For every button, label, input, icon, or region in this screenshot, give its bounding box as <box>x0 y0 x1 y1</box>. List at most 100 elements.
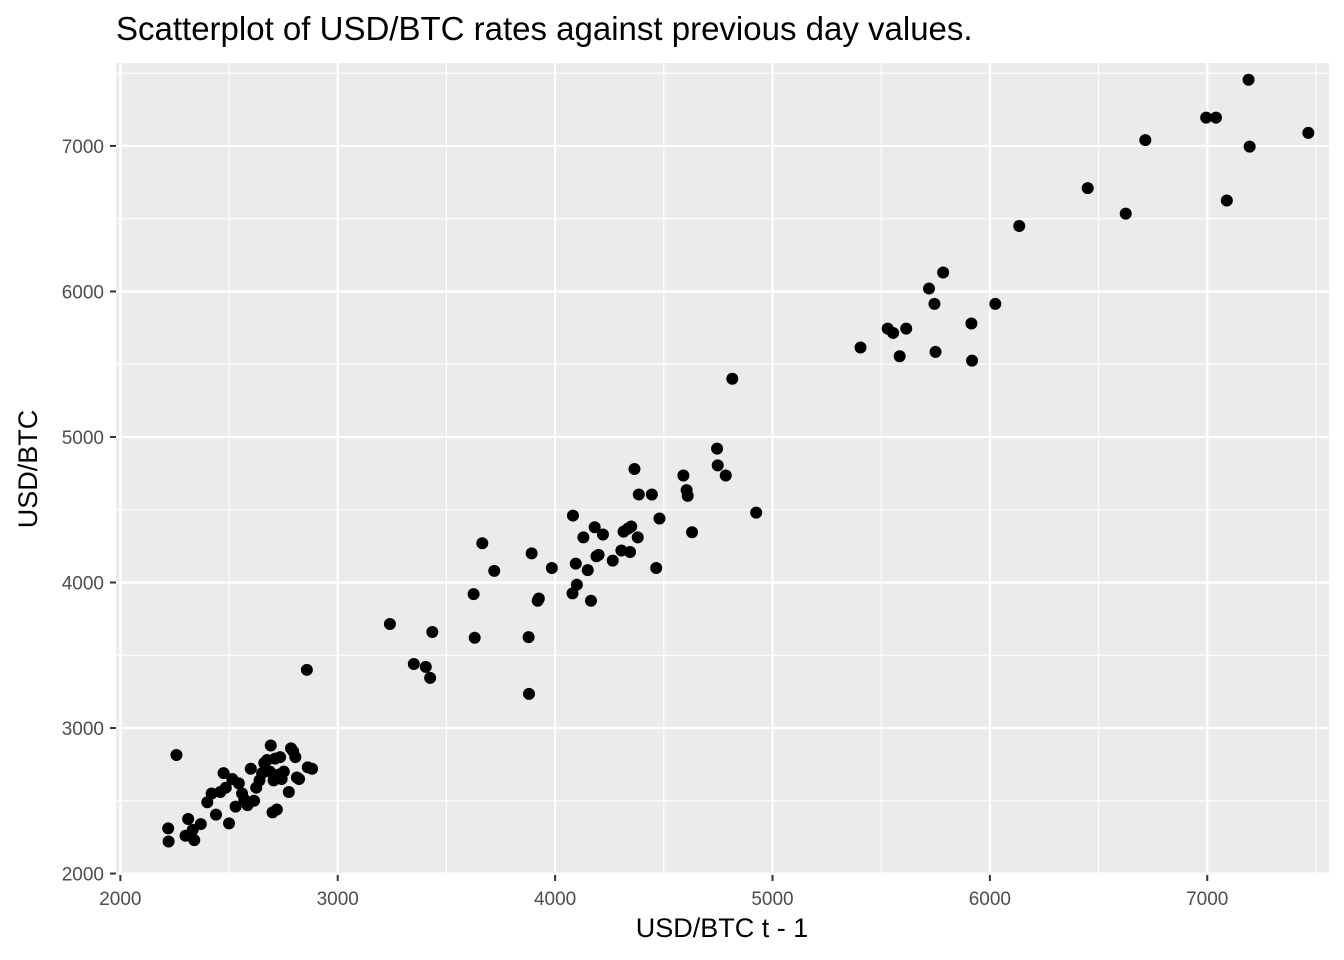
data-point <box>900 322 913 335</box>
data-point <box>624 545 637 558</box>
y-tick-label: 6000 <box>62 282 104 303</box>
data-point <box>854 341 867 354</box>
data-point <box>584 594 597 607</box>
data-point <box>223 817 236 830</box>
data-point <box>182 812 195 825</box>
data-point <box>274 751 287 764</box>
data-point <box>424 671 437 684</box>
data-point <box>1119 207 1132 220</box>
data-point <box>282 786 295 799</box>
data-point <box>719 469 732 482</box>
data-point <box>232 777 245 790</box>
data-point <box>937 266 950 279</box>
data-point <box>383 617 396 630</box>
data-point <box>650 561 663 574</box>
data-point <box>606 554 619 567</box>
data-point <box>711 459 724 472</box>
data-point <box>419 660 432 673</box>
data-point <box>188 834 201 847</box>
data-point <box>1243 140 1256 153</box>
data-point <box>467 588 480 601</box>
data-point <box>300 663 313 676</box>
data-point <box>248 794 261 807</box>
data-point <box>532 592 545 605</box>
data-point <box>681 489 694 502</box>
major-gridlines <box>116 63 1329 875</box>
data-point <box>632 488 645 501</box>
data-point <box>229 800 242 813</box>
data-point <box>966 354 979 367</box>
x-tick-label: 7000 <box>1186 889 1228 910</box>
data-point <box>929 345 942 358</box>
data-point <box>1013 219 1026 232</box>
data-point <box>989 297 1002 310</box>
data-point <box>426 625 439 638</box>
data-point <box>488 564 501 577</box>
data-point <box>569 557 582 570</box>
x-tick-label: 5000 <box>751 889 793 910</box>
x-tick-label: 6000 <box>969 889 1011 910</box>
data-point <box>628 463 641 475</box>
data-point <box>194 818 207 831</box>
data-point <box>545 561 558 574</box>
x-tick-label: 3000 <box>317 889 359 910</box>
data-point <box>677 469 690 482</box>
data-point <box>407 657 420 670</box>
y-tick-label: 5000 <box>62 428 104 449</box>
data-point <box>592 548 605 561</box>
data-point <box>596 528 609 541</box>
data-point <box>653 512 666 525</box>
data-point <box>581 564 594 577</box>
data-point <box>1209 111 1222 124</box>
data-points <box>162 73 1315 848</box>
data-point <box>893 350 906 363</box>
y-axis-ticks: 2000 3000 4000 5000 6000 7000 <box>62 137 116 886</box>
data-point <box>726 372 739 385</box>
data-point <box>923 282 936 295</box>
data-point <box>1200 111 1213 124</box>
data-point <box>1302 126 1315 139</box>
data-point <box>209 808 222 821</box>
data-point <box>468 631 481 644</box>
data-point <box>1081 182 1094 195</box>
data-point <box>525 547 538 560</box>
y-axis-title: USD/BTC <box>13 410 43 529</box>
data-point <box>887 326 900 339</box>
y-tick-label: 7000 <box>62 137 104 158</box>
data-point <box>1242 73 1255 86</box>
x-tick-label: 2000 <box>99 889 141 910</box>
data-point <box>219 781 232 794</box>
data-point <box>588 521 601 534</box>
data-point <box>577 531 590 544</box>
y-tick-label: 3000 <box>62 719 104 740</box>
y-tick-label: 4000 <box>62 574 104 595</box>
data-point <box>711 442 724 455</box>
data-point <box>928 297 941 310</box>
data-point <box>523 687 536 700</box>
data-point <box>170 748 183 761</box>
y-tick-label: 2000 <box>62 865 104 886</box>
x-axis-title: USD/BTC t - 1 <box>636 913 809 943</box>
data-point <box>162 822 175 835</box>
data-point <box>293 772 306 785</box>
data-point <box>1220 194 1233 207</box>
data-point <box>686 526 699 539</box>
data-point <box>645 488 658 501</box>
data-point <box>289 751 302 764</box>
data-point <box>306 762 319 775</box>
data-point <box>264 739 277 752</box>
data-point <box>217 767 230 780</box>
data-point <box>566 509 579 522</box>
data-point <box>625 520 638 533</box>
data-point <box>570 578 583 591</box>
x-axis-ticks: 2000 3000 4000 5000 6000 7000 <box>99 875 1228 910</box>
data-point <box>1139 134 1152 147</box>
chart-title: Scatterplot of USD/BTC rates against pre… <box>116 10 973 47</box>
plot-panel <box>116 63 1329 875</box>
data-point <box>277 765 290 778</box>
data-point <box>965 317 978 330</box>
data-point <box>270 803 283 816</box>
data-point <box>476 537 489 550</box>
data-point <box>631 531 644 544</box>
